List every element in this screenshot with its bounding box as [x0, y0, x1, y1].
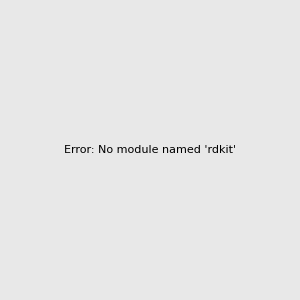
Text: Error: No module named 'rdkit': Error: No module named 'rdkit' — [64, 145, 236, 155]
